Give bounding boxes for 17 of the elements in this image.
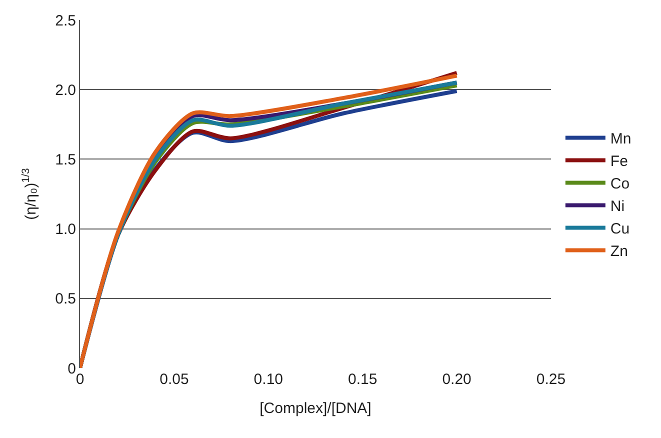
legend-label: Fe bbox=[610, 153, 628, 170]
x-tick-label: 0.10 bbox=[254, 371, 283, 388]
x-tick-label: 0.25 bbox=[536, 371, 566, 388]
y-tick-label: 1.0 bbox=[55, 221, 76, 238]
x-tick-label: 0.15 bbox=[348, 371, 378, 388]
y-tick-label: 2.0 bbox=[55, 82, 76, 99]
legend-label: Cu bbox=[610, 220, 630, 238]
y-tick-label: 0.5 bbox=[55, 290, 76, 308]
x-tick-label: 0.20 bbox=[442, 371, 472, 388]
y-tick-label: 1.5 bbox=[55, 151, 76, 168]
legend-label: Ni bbox=[610, 198, 625, 216]
x-axis-title: [Complex]/[DNA] bbox=[260, 400, 372, 417]
y-tick-label: 2.5 bbox=[55, 12, 76, 30]
x-tick-label: 0.05 bbox=[160, 371, 189, 388]
legend-label: Co bbox=[610, 176, 630, 193]
legend-label: Mn bbox=[610, 130, 632, 148]
legend-label: Zn bbox=[610, 243, 628, 260]
